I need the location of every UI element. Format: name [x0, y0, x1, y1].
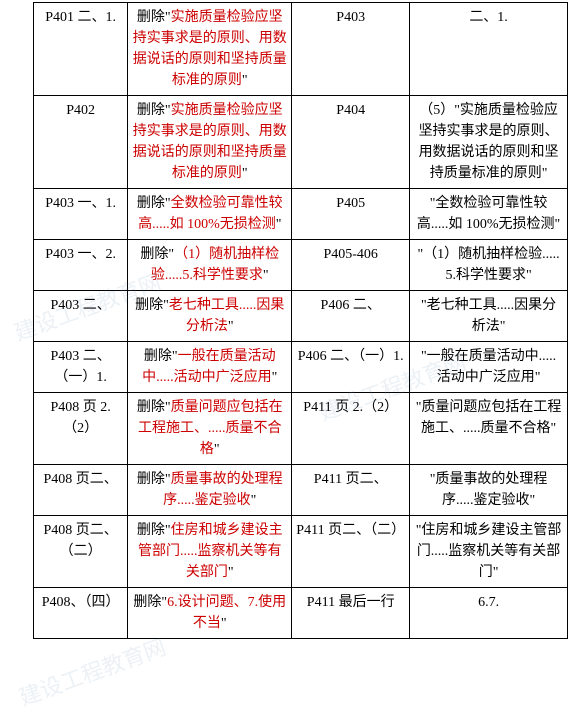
cell-page-ref-new: P411 页二、（二） — [292, 516, 410, 588]
cell-page-ref-new: P405 — [292, 189, 410, 240]
delete-prefix: 删除" — [137, 10, 171, 25]
cell-new-content: "质量事故的处理程序.....鉴定验收" — [410, 465, 568, 516]
delete-prefix: 删除" — [144, 349, 178, 364]
cell-page-ref-new: P411 最后一行 — [292, 588, 410, 639]
cell-new-content: （5）"实施质量检验应坚持实事求是的原则、用数据说话的原则和坚持质量标准的原则" — [410, 96, 568, 189]
cell-new-content: "（1）随机抽样检验.....5.科学性要求" — [410, 240, 568, 291]
delete-suffix: " — [214, 442, 220, 457]
delete-prefix: 删除" — [137, 103, 171, 118]
cell-page-ref-old: P402 — [34, 96, 128, 189]
table-row: P408 页二、删除"质量事故的处理程序.....鉴定验收"P411 页二、"质… — [34, 465, 568, 516]
table-row: P408、（四）删除"6.设计问题、7.使用不当"P411 最后一行6.7. — [34, 588, 568, 639]
cell-delete-content: 删除"住房和城乡建设主管部门.....监察机关等有关部门" — [128, 516, 292, 588]
delete-prefix: 删除" — [137, 472, 171, 487]
cell-page-ref-old: P403 一、2. — [34, 240, 128, 291]
cell-page-ref-new: P411 页 2.（2） — [292, 393, 410, 465]
cell-delete-content: 删除"6.设计问题、7.使用不当" — [128, 588, 292, 639]
cell-delete-content: 删除"全数检验可靠性较高.....如 100%无损检测" — [128, 189, 292, 240]
delete-prefix: 删除" — [137, 523, 171, 538]
cell-new-content: "质量问题应包括在工程施工、.....质量不合格" — [410, 393, 568, 465]
deleted-text: 6.设计问题、7.使用不当 — [167, 595, 286, 631]
table-row: P408 页 2.（2）删除"质量问题应包括在工程施工、.....质量不合格"P… — [34, 393, 568, 465]
cell-page-ref-new: P406 二、 — [292, 291, 410, 342]
delete-prefix: 删除" — [140, 247, 174, 262]
cell-page-ref-old: P403 二、 — [34, 291, 128, 342]
cell-page-ref-old: P401 二、1. — [34, 3, 128, 96]
delete-suffix: " — [263, 268, 269, 283]
cell-delete-content: 删除"老七种工具.....因果分析法" — [128, 291, 292, 342]
delete-suffix: " — [228, 319, 234, 334]
cell-page-ref-new: P403 — [292, 3, 410, 96]
deleted-text: 老七种工具.....因果分析法 — [169, 298, 285, 334]
table-row: P408 页二、（二）删除"住房和城乡建设主管部门.....监察机关等有关部门"… — [34, 516, 568, 588]
cell-delete-content: 删除"一般在质量活动中.....活动中广泛应用" — [128, 342, 292, 393]
table-row: P403 一、2.删除"（1）随机抽样检验.....5.科学性要求"P405-4… — [34, 240, 568, 291]
cell-page-ref-old: P408 页二、（二） — [34, 516, 128, 588]
cell-page-ref-old: P408、（四） — [34, 588, 128, 639]
cell-page-ref-old: P403 二、（一）1. — [34, 342, 128, 393]
cell-new-content: 6.7. — [410, 588, 568, 639]
cell-page-ref-new: P404 — [292, 96, 410, 189]
table-row: P403 一、1.删除"全数检验可靠性较高.....如 100%无损检测"P40… — [34, 189, 568, 240]
delete-prefix: 删除" — [135, 298, 169, 313]
delete-suffix: " — [228, 565, 234, 580]
delete-suffix: " — [276, 217, 282, 232]
delete-suffix: " — [242, 73, 248, 88]
cell-page-ref-new: P406 二、（一）1. — [292, 342, 410, 393]
cell-delete-content: 删除"实施质量检验应坚持实事求是的原则、用数据说话的原则和坚持质量标准的原则" — [128, 96, 292, 189]
comparison-table-container: P401 二、1.删除"实施质量检验应坚持实事求是的原则、用数据说话的原则和坚持… — [0, 0, 570, 639]
delete-prefix: 删除" — [137, 196, 171, 211]
delete-suffix: " — [251, 493, 257, 508]
watermark: 建设工程教育网 — [14, 630, 170, 712]
delete-suffix: " — [272, 370, 278, 385]
comparison-table: P401 二、1.删除"实施质量检验应坚持实事求是的原则、用数据说话的原则和坚持… — [33, 2, 568, 639]
table-row: P401 二、1.删除"实施质量检验应坚持实事求是的原则、用数据说话的原则和坚持… — [34, 3, 568, 96]
cell-page-ref-old: P408 页 2.（2） — [34, 393, 128, 465]
cell-new-content: "一般在质量活动中.....活动中广泛应用" — [410, 342, 568, 393]
table-row: P403 二、删除"老七种工具.....因果分析法"P406 二、"老七种工具.… — [34, 291, 568, 342]
deleted-text: 质量事故的处理程序.....鉴定验收 — [163, 472, 282, 508]
delete-suffix: " — [242, 166, 248, 181]
cell-delete-content: 删除"实施质量检验应坚持实事求是的原则、用数据说话的原则和坚持质量标准的原则" — [128, 3, 292, 96]
delete-suffix: " — [221, 616, 227, 631]
cell-new-content: "住房和城乡建设主管部门.....监察机关等有关部门" — [410, 516, 568, 588]
cell-new-content: 二、1. — [410, 3, 568, 96]
delete-prefix: 删除" — [137, 400, 171, 415]
cell-page-ref-new: P411 页二、 — [292, 465, 410, 516]
cell-page-ref-old: P403 一、1. — [34, 189, 128, 240]
cell-delete-content: 删除"（1）随机抽样检验.....5.科学性要求" — [128, 240, 292, 291]
table-row: P403 二、（一）1.删除"一般在质量活动中.....活动中广泛应用"P406… — [34, 342, 568, 393]
cell-new-content: "全数检验可靠性较高.....如 100%无损检测" — [410, 189, 568, 240]
cell-page-ref-new: P405-406 — [292, 240, 410, 291]
cell-page-ref-old: P408 页二、 — [34, 465, 128, 516]
cell-delete-content: 删除"质量事故的处理程序.....鉴定验收" — [128, 465, 292, 516]
table-row: P402删除"实施质量检验应坚持实事求是的原则、用数据说话的原则和坚持质量标准的… — [34, 96, 568, 189]
delete-prefix: 删除" — [133, 595, 167, 610]
cell-delete-content: 删除"质量问题应包括在工程施工、.....质量不合格" — [128, 393, 292, 465]
cell-new-content: "老七种工具.....因果分析法" — [410, 291, 568, 342]
